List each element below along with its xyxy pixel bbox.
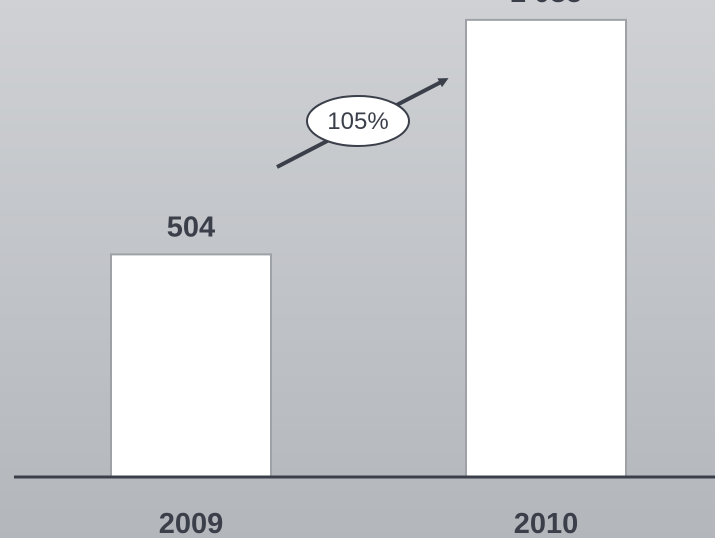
category-label-2010: 2010 [514, 508, 579, 538]
bar-2010 [465, 18, 627, 478]
growth-annotation: 105% [276, 78, 449, 169]
value-label-2010: 1 035 [510, 0, 583, 9]
labels-layer: 504 2009 1 035 2010 [159, 0, 583, 538]
bars-layer [110, 18, 627, 478]
growth-percentage: 105% [327, 108, 388, 135]
bar-2009 [110, 253, 272, 478]
growth-badge [306, 95, 410, 147]
value-label-2009: 504 [167, 211, 215, 243]
category-label-2009: 2009 [159, 508, 224, 538]
